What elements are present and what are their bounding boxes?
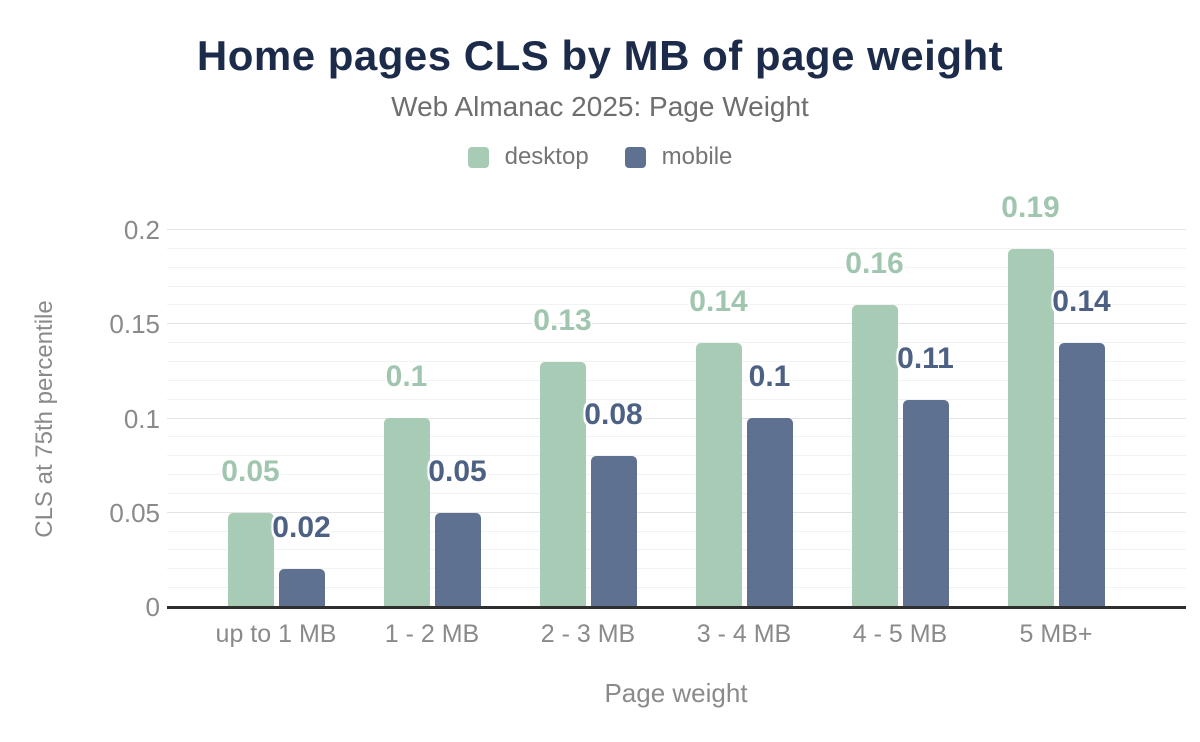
- bar-value-label-desktop: 0.14: [689, 285, 748, 318]
- y-tick-label: 0.05: [109, 497, 160, 528]
- gridline-minor: [167, 436, 1186, 438]
- gridline-major: [167, 323, 1186, 325]
- legend-item-mobile: mobile: [624, 143, 733, 171]
- gridline-minor: [167, 455, 1186, 457]
- bar-value-label-mobile: 0.02: [272, 511, 331, 544]
- bar-desktop: [1007, 249, 1054, 607]
- legend-label-desktop: desktop: [504, 143, 589, 170]
- gridline-major: [167, 511, 1186, 513]
- bar-mobile: [434, 513, 481, 607]
- gridline-minor: [167, 549, 1186, 551]
- bar-value-label-desktop: 0.05: [221, 455, 280, 488]
- bar-desktop: [383, 418, 430, 607]
- bar-value-label-mobile: 0.08: [584, 398, 643, 431]
- bar-value-label-desktop: 0.16: [845, 247, 904, 280]
- y-tick-label: 0: [145, 592, 160, 622]
- gridline-major: [167, 229, 1186, 230]
- bar-mobile: [278, 569, 325, 607]
- gridline-minor: [167, 492, 1186, 494]
- legend-swatch-mobile: [624, 146, 646, 168]
- gridline-minor: [167, 285, 1186, 287]
- bar-desktop: [227, 513, 274, 607]
- gridline-minor: [167, 304, 1186, 306]
- gridline-minor: [167, 379, 1186, 381]
- gridline-minor: [167, 398, 1186, 400]
- bar-mobile: [1058, 343, 1105, 607]
- legend-swatch-desktop: [467, 146, 489, 168]
- gridline-minor: [167, 530, 1186, 532]
- bar-value-label-desktop: 0.19: [1001, 191, 1060, 224]
- legend: desktop mobile: [0, 143, 1200, 171]
- gridline-minor: [167, 266, 1186, 268]
- chart-title: Home pages CLS by MB of page weight: [196, 32, 1004, 79]
- x-axis-line: [167, 606, 1186, 609]
- legend-item-desktop: desktop: [467, 143, 589, 171]
- gridline-minor: [167, 247, 1186, 249]
- bar-value-label-mobile: 0.11: [897, 342, 954, 375]
- x-tick-label: 5 MB+: [1019, 620, 1093, 648]
- bar-mobile: [902, 400, 949, 607]
- x-axis-title: Page weight: [604, 678, 748, 708]
- legend-label-mobile: mobile: [661, 143, 733, 170]
- bar-mobile: [590, 456, 637, 607]
- bar-desktop: [539, 362, 586, 607]
- x-tick-label: 4 - 5 MB: [852, 620, 948, 648]
- y-tick-label: 0.1: [123, 403, 160, 434]
- x-tick-label: up to 1 MB: [215, 620, 337, 648]
- x-tick-label: 3 - 4 MB: [696, 620, 792, 648]
- plot-area: 0.05 0.02 0.1 0.05 0.13 0.08 0.14 0.1 0.16 0.11 0.…: [167, 193, 1186, 609]
- bar-value-label-desktop: 0.13: [533, 304, 592, 337]
- y-tick-label: 0.15: [109, 309, 160, 340]
- bar-desktop: [695, 343, 742, 607]
- y-tick-label: 0.2: [123, 215, 160, 245]
- gridline-major: [167, 417, 1186, 419]
- chart-subtitle: Web Almanac 2025: Page Weight: [391, 91, 809, 122]
- gridline-minor: [167, 342, 1186, 344]
- bar-desktop: [851, 305, 898, 607]
- bar-value-label-desktop: 0.1: [385, 360, 428, 393]
- bar-value-label-mobile: 0.14: [1052, 285, 1111, 318]
- gridline-minor: [167, 587, 1186, 589]
- x-tick-label: 2 - 3 MB: [540, 620, 636, 648]
- bar-value-label-mobile: 0.05: [428, 455, 487, 488]
- bar-mobile: [746, 418, 793, 607]
- gridline-minor: [167, 360, 1186, 362]
- bar-value-label-mobile: 0.1: [748, 360, 791, 393]
- gridline-minor: [167, 474, 1186, 476]
- x-tick-label: 1 - 2 MB: [384, 620, 480, 648]
- gridline-minor: [167, 568, 1186, 570]
